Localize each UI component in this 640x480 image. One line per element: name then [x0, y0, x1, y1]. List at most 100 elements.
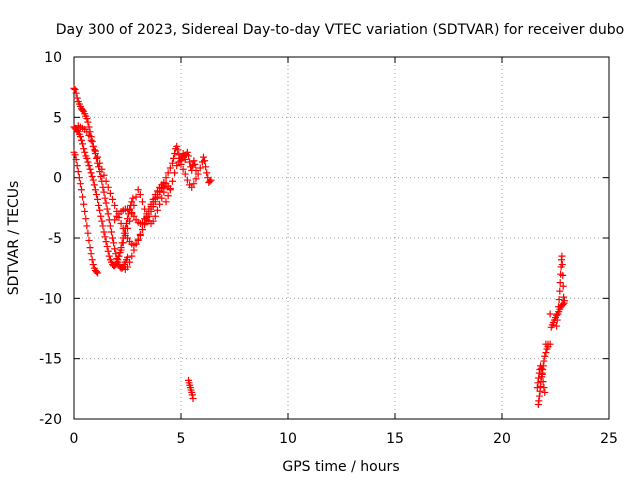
data-point — [188, 391, 196, 399]
data-point — [189, 394, 197, 402]
data-point — [194, 170, 202, 178]
data-point — [85, 236, 93, 244]
data-point — [174, 146, 182, 154]
data-point — [162, 198, 170, 206]
data-point — [84, 158, 92, 166]
data-point — [141, 221, 149, 229]
y-tick-label: -10 — [39, 291, 62, 307]
data-point — [77, 186, 85, 194]
data-point — [87, 136, 95, 144]
data-point — [151, 198, 159, 206]
data-point — [89, 261, 97, 269]
data-point — [102, 177, 110, 185]
data-point — [96, 206, 104, 214]
data-point — [105, 252, 113, 260]
data-point — [168, 159, 176, 167]
y-tick-label: -5 — [48, 231, 62, 247]
data-point — [101, 233, 109, 241]
data-point — [103, 242, 111, 250]
data-series — [184, 376, 197, 402]
data-point — [87, 169, 95, 177]
data-point — [559, 282, 567, 290]
x-axis-tick-labels: 0 5 10 15 20 25 — [70, 431, 618, 447]
data-point — [117, 220, 125, 228]
data-point — [80, 200, 88, 208]
data-point — [546, 310, 554, 318]
data-point — [95, 201, 103, 209]
data-point — [111, 245, 119, 253]
data-point — [560, 293, 568, 301]
data-point — [138, 198, 146, 206]
data-point — [72, 156, 80, 164]
data-point — [83, 154, 91, 162]
data-point — [92, 154, 100, 162]
data-point — [540, 357, 548, 365]
data-point — [81, 207, 89, 215]
data-point — [102, 199, 110, 207]
data-point — [555, 296, 563, 304]
data-point — [199, 153, 207, 161]
data-point — [77, 136, 85, 144]
data-point — [158, 183, 166, 191]
data-point — [100, 188, 108, 196]
data-point — [104, 210, 112, 218]
data-point — [186, 158, 194, 166]
data-point — [109, 195, 117, 203]
data-point — [124, 253, 131, 261]
data-point — [538, 370, 546, 378]
data-point — [90, 181, 98, 189]
data-point — [96, 159, 104, 167]
data-point — [76, 133, 84, 141]
data-point — [97, 172, 105, 180]
data-point — [109, 234, 117, 242]
data-point — [560, 297, 568, 305]
data-point — [149, 217, 157, 225]
data-point — [177, 160, 185, 168]
data-point — [134, 186, 142, 194]
data-point — [153, 206, 161, 214]
data-point — [153, 193, 161, 201]
data-point — [132, 240, 140, 248]
y-axis-tick-labels: -20 -15 -10 -5 0 5 10 — [39, 50, 62, 428]
data-point — [85, 123, 93, 131]
data-point — [136, 230, 144, 238]
data-series — [115, 182, 170, 260]
data-point — [171, 169, 179, 177]
data-point — [86, 165, 94, 173]
data-point — [85, 131, 93, 139]
data-point — [542, 349, 550, 357]
data-point — [168, 177, 176, 185]
x-axis-title: GPS time / hours — [282, 459, 399, 475]
data-point — [149, 203, 157, 211]
data-point — [126, 217, 134, 225]
data-series — [533, 362, 549, 396]
data-point — [73, 162, 81, 170]
data-point — [71, 151, 79, 159]
data-point — [89, 142, 97, 150]
data-point — [162, 182, 170, 190]
x-tick-label: 20 — [493, 431, 511, 447]
data-point — [166, 185, 174, 193]
data-point — [181, 156, 189, 164]
y-tick-label: 0 — [53, 171, 62, 187]
data-point — [94, 195, 102, 203]
chart-title: Day 300 of 2023, Sidereal Day-to-day VTE… — [56, 22, 624, 38]
data-point — [183, 148, 191, 156]
data-series — [534, 343, 552, 409]
data-point — [86, 244, 94, 252]
data-point — [136, 191, 144, 199]
data-point — [145, 212, 153, 220]
data-point — [160, 178, 168, 186]
data-point — [114, 256, 122, 264]
data-point — [92, 191, 100, 199]
data-series — [162, 153, 215, 206]
data-point — [162, 174, 170, 182]
data-point — [73, 127, 81, 135]
data-point — [539, 378, 547, 386]
data-point — [173, 162, 181, 170]
y-axis-title: SDTVAR / TECUs — [6, 181, 22, 296]
data-point — [128, 252, 136, 260]
data-point — [88, 172, 96, 180]
data-point — [540, 384, 548, 392]
data-point — [94, 153, 102, 161]
